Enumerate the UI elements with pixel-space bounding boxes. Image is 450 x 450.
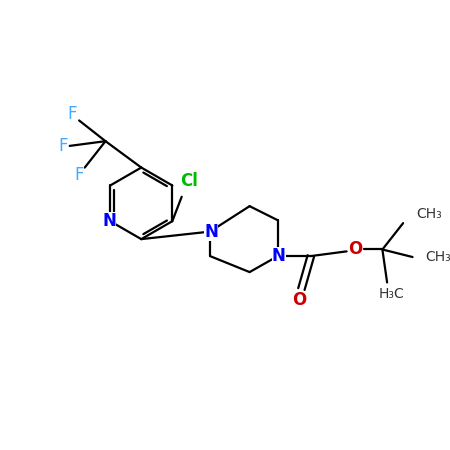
Text: CH₃: CH₃ bbox=[416, 207, 442, 220]
Text: N: N bbox=[272, 247, 286, 265]
Text: F: F bbox=[74, 166, 84, 184]
Text: O: O bbox=[292, 291, 306, 309]
Text: F: F bbox=[58, 137, 68, 155]
Text: N: N bbox=[204, 223, 218, 241]
Text: F: F bbox=[68, 105, 77, 123]
Text: H₃C: H₃C bbox=[379, 287, 405, 301]
Text: CH₃: CH₃ bbox=[426, 250, 450, 264]
Text: O: O bbox=[348, 240, 362, 258]
Text: Cl: Cl bbox=[180, 172, 198, 190]
Text: N: N bbox=[103, 212, 116, 230]
